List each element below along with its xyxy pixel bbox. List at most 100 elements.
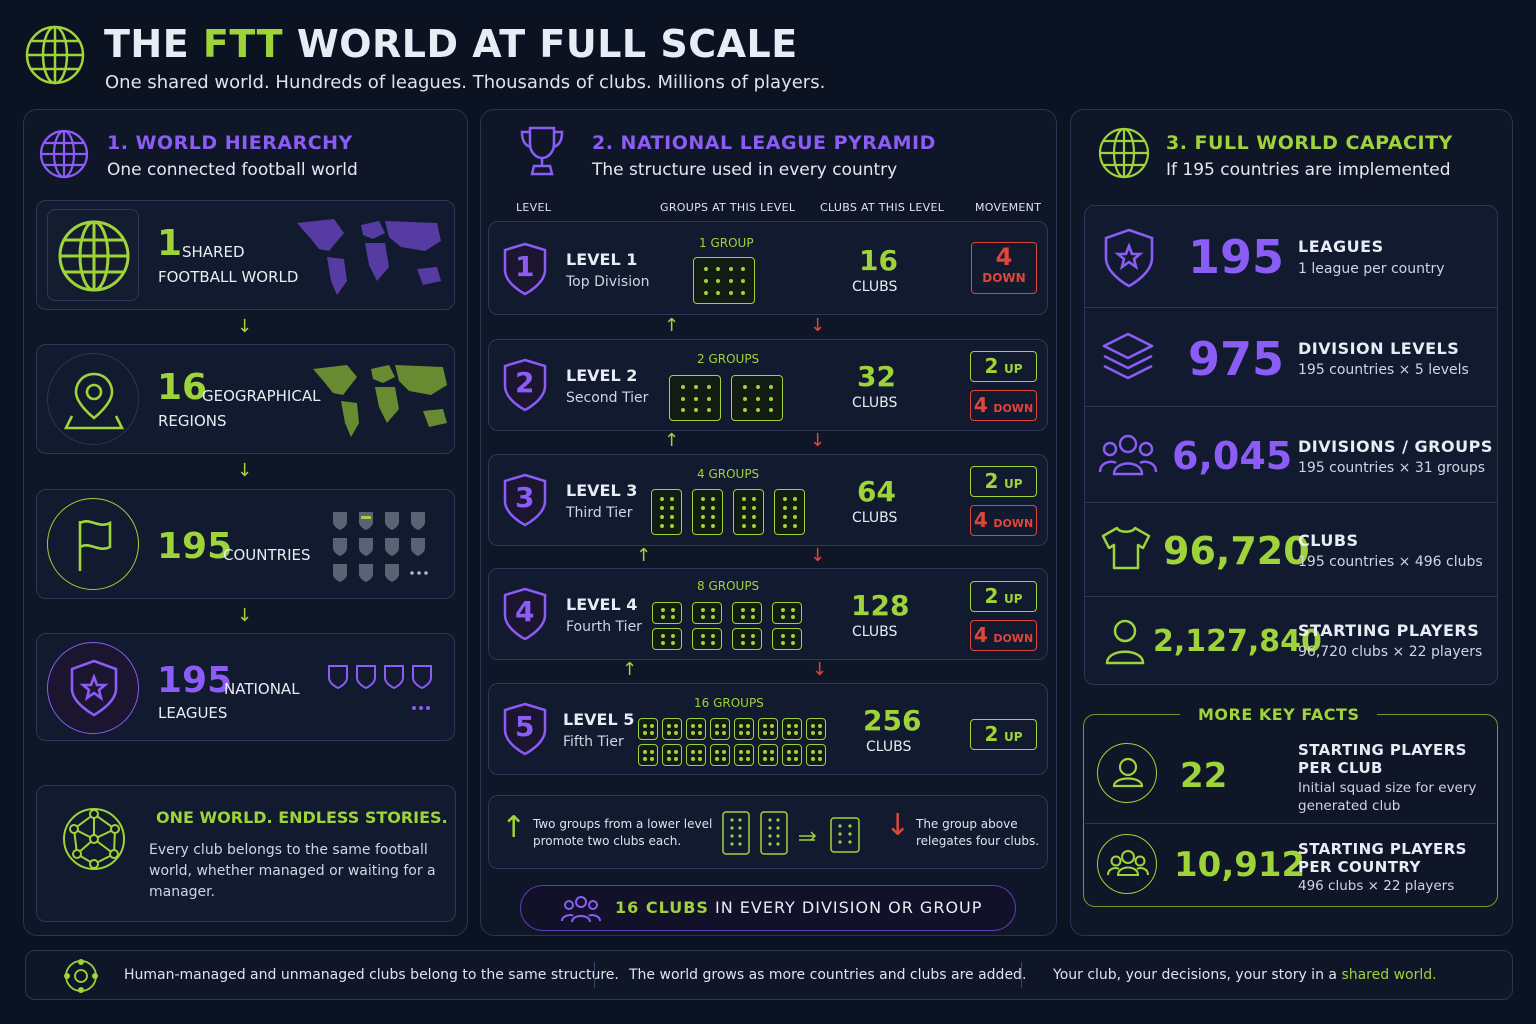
level-1-down-value: 4 xyxy=(995,243,1013,271)
level-4-clubs-label: CLUBS xyxy=(852,624,898,640)
regions-count: 16 xyxy=(157,367,208,408)
club-dot xyxy=(691,749,696,754)
person-icon xyxy=(1097,743,1157,803)
level-5-group-box xyxy=(638,718,658,740)
club-dot xyxy=(790,607,795,612)
capacity-leagues-value: 195 xyxy=(1188,230,1285,284)
club-dot xyxy=(667,723,672,728)
club-dot xyxy=(741,524,746,529)
level-4-groups: 8 GROUPS xyxy=(697,579,760,593)
club-dot xyxy=(667,749,672,754)
level-2-groups: 2 GROUPS xyxy=(697,352,760,366)
club-dot xyxy=(768,385,773,389)
level-1-name: LEVEL 1 xyxy=(566,250,638,269)
group-icon xyxy=(561,896,601,923)
level-2-group-box xyxy=(669,375,721,421)
level-1-down-label: DOWN xyxy=(982,271,1026,285)
header-globe-icon xyxy=(24,24,86,86)
club-dot xyxy=(693,396,698,401)
arrow-up-5-4: ↑ xyxy=(622,659,638,680)
league-shields xyxy=(327,662,437,718)
club-dot xyxy=(667,757,672,762)
club-dot xyxy=(649,749,654,754)
club-dot xyxy=(680,396,685,401)
club-dot xyxy=(782,505,787,510)
level-3-clubs-label: CLUBS xyxy=(852,510,898,526)
capacity-stats-card xyxy=(1084,205,1498,685)
club-dot xyxy=(721,731,726,736)
club-dot xyxy=(670,515,675,520)
club-dot xyxy=(706,385,711,389)
player-icon xyxy=(1105,619,1145,665)
regions-label-a: GEOGRAPHICAL xyxy=(202,387,321,405)
world-label-a: SHARED xyxy=(182,243,245,261)
club-dot xyxy=(673,749,678,754)
level-4-name: LEVEL 4 xyxy=(566,595,638,614)
club-dot xyxy=(769,731,774,736)
club-dot xyxy=(755,408,760,412)
world-count: 1 xyxy=(157,223,183,264)
club-dot xyxy=(660,641,665,646)
club-dot xyxy=(769,749,774,754)
level-5-group-box xyxy=(686,718,706,740)
capacity-divider-1 xyxy=(1085,307,1497,308)
club-dot xyxy=(811,757,816,762)
hierarchy-arrow-3: ↓ xyxy=(237,605,253,626)
arrow-up-2-1: ↑ xyxy=(664,315,680,336)
fact-per-country-label-b: PER COUNTRY xyxy=(1298,858,1421,876)
legend-down-text: The group above relegates four clubs. xyxy=(916,817,1040,848)
level-5-group-box xyxy=(782,718,802,740)
club-dot xyxy=(741,290,746,295)
level-5-number: 5 xyxy=(515,710,535,743)
club-dot xyxy=(740,633,745,638)
fact-per-club-label-b: PER CLUB xyxy=(1298,759,1383,777)
club-dot xyxy=(741,267,746,272)
club-dot xyxy=(670,505,675,510)
level-5-clubs-label: CLUBS xyxy=(866,739,912,755)
club-dot xyxy=(742,396,747,401)
club-dot xyxy=(715,757,720,762)
level-4-down-badge: 4 DOWN xyxy=(970,620,1037,651)
level-5-up-label: UP xyxy=(1003,730,1023,744)
level-3-down-label: DOWN xyxy=(993,517,1034,530)
club-dot xyxy=(740,607,745,612)
arrow-down-3-4: ↓ xyxy=(810,545,826,566)
club-dot xyxy=(643,731,648,736)
club-dot xyxy=(680,408,685,412)
capacity-clubs-desc: 195 countries × 496 clubs xyxy=(1298,554,1483,570)
club-dot xyxy=(768,396,773,401)
club-dot xyxy=(715,723,720,728)
footer-text-3: Your club, your decisions, your story in… xyxy=(1053,967,1437,983)
group-icon xyxy=(1098,434,1158,476)
club-dot xyxy=(739,731,744,736)
club-dot xyxy=(693,385,698,389)
capacity-players-desc: 96,720 clubs × 22 players xyxy=(1298,644,1483,660)
level-4-group-box xyxy=(772,602,802,624)
level-3-number: 3 xyxy=(515,481,535,514)
level-4-down-value: 4 xyxy=(973,623,988,647)
club-dot xyxy=(793,505,798,510)
level-3-group-box xyxy=(774,489,805,535)
level-5-group-box xyxy=(806,744,826,766)
level-1-group-box xyxy=(693,257,755,304)
capacity-divider-4 xyxy=(1085,596,1497,597)
club-dot xyxy=(693,408,698,412)
level-3-name: LEVEL 3 xyxy=(566,481,638,500)
club-dot xyxy=(755,385,760,389)
arrow-down-4-5: ↓ xyxy=(812,659,828,680)
club-dot xyxy=(790,633,795,638)
slogan-text: Every club belongs to the same football … xyxy=(149,842,436,900)
club-dot xyxy=(715,731,720,736)
level-5-clubs: 256 xyxy=(863,704,922,737)
club-dot xyxy=(811,731,816,736)
club-dot xyxy=(742,385,747,389)
pyramid-subtitle: The structure used in every country xyxy=(592,160,898,180)
club-dot xyxy=(745,757,750,762)
capacity-leagues-label: LEAGUES xyxy=(1298,237,1384,256)
club-dot xyxy=(787,723,792,728)
level-2-name: LEVEL 2 xyxy=(566,366,638,385)
club-dot xyxy=(793,731,798,736)
club-dot xyxy=(716,290,721,295)
club-dot xyxy=(741,515,746,520)
club-dot xyxy=(673,757,678,762)
